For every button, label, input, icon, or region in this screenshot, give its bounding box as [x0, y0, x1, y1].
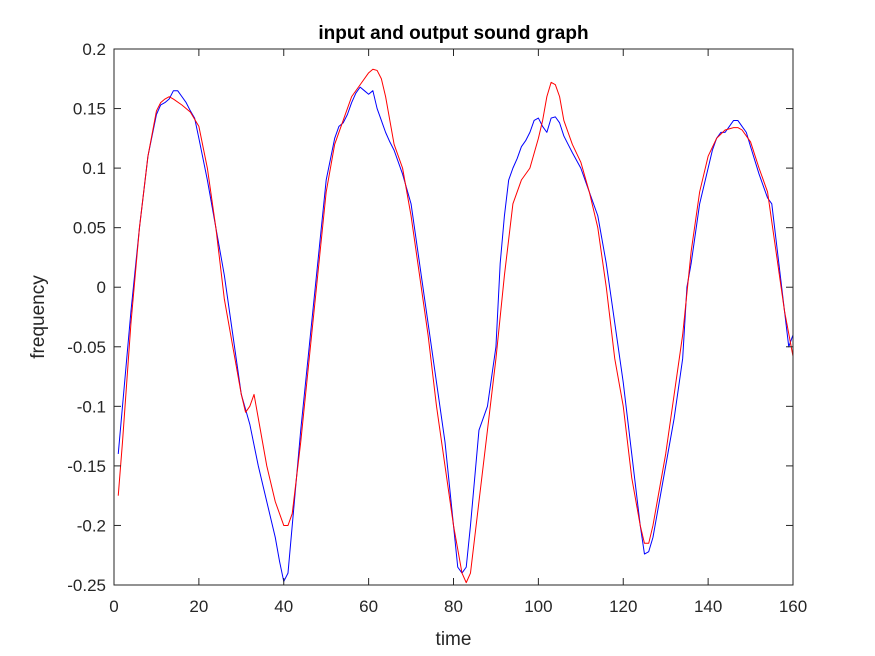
y-axis-label: frequency: [28, 275, 49, 359]
y-tick-label: -0.05: [67, 338, 106, 357]
x-tick-label: 160: [779, 597, 807, 616]
y-tick-label: 0.2: [82, 40, 106, 59]
y-tick-label: -0.1: [77, 397, 106, 416]
plot-area: [114, 49, 793, 585]
y-tick-label: -0.15: [67, 457, 106, 476]
x-tick-label: 80: [444, 597, 463, 616]
x-tick-label: 100: [524, 597, 552, 616]
ticks-layer: 0 20 40 60 80 100 120 140 160 -0.25 -0.2 -0.15 -0.1 -…: [67, 40, 807, 616]
x-tick-label: 120: [609, 597, 637, 616]
x-tick-label: 140: [694, 597, 722, 616]
series-line-2: [117, 68, 794, 584]
x-tick-label: 20: [189, 597, 208, 616]
y-tick-label: 0: [97, 278, 106, 297]
x-tick-label: 0: [109, 597, 118, 616]
y-tick-label: 0.15: [73, 100, 106, 119]
axes-box: [113, 48, 794, 586]
x-axis-label: time: [436, 629, 472, 650]
x-tick-label: 60: [359, 597, 378, 616]
series-line-1: [117, 86, 794, 582]
y-tick-label: 0.1: [82, 159, 106, 178]
chart-title: input and output sound graph: [318, 23, 588, 44]
y-tick-label: -0.25: [67, 576, 106, 595]
series-layer: [117, 68, 794, 584]
y-tick-label: 0.05: [73, 219, 106, 238]
x-tick-label: 40: [274, 597, 293, 616]
y-tick-label: -0.2: [77, 516, 106, 535]
